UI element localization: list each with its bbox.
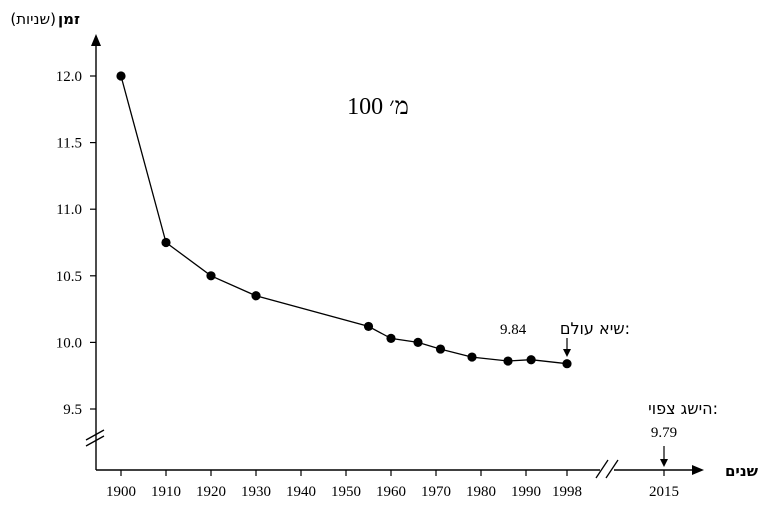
y-tick-label: 11.5 — [56, 136, 82, 152]
x-tick-label: 1990 — [511, 484, 541, 500]
y-axis-title: זמן — [58, 10, 80, 28]
x-tick-label: 2015 — [649, 484, 679, 500]
x-axis-break-mark — [595, 459, 609, 479]
record-value: 9.84 — [500, 322, 527, 338]
data-point — [363, 321, 374, 332]
forecast-annotation: הישג צפוי: 9.79 — [648, 399, 718, 467]
axes — [85, 34, 704, 479]
chart-title: 100 מ׳ — [347, 94, 409, 120]
y-tick-label: 12.0 — [56, 69, 82, 85]
y-axis-break-mark — [85, 429, 105, 441]
x-tick-label: 1960 — [376, 484, 406, 500]
x-tick-label: 1950 — [331, 484, 361, 500]
data-point — [413, 337, 423, 347]
x-tick-label: 1970 — [421, 484, 451, 500]
y-axis-arrow — [91, 34, 101, 46]
y-tick-label: 10.0 — [56, 335, 82, 351]
data-point — [526, 355, 536, 365]
y-tick-label: 10.5 — [56, 269, 82, 285]
x-axis-title: שנים — [725, 462, 759, 480]
data-points — [116, 71, 572, 369]
data-point — [251, 291, 261, 301]
x-tick-label: 1910 — [151, 484, 181, 500]
x-ticks: 1900 1910 1920 1930 1940 1950 1960 1970 1980 1990… — [106, 470, 679, 500]
series-line — [120, 75, 568, 365]
data-point — [435, 344, 446, 354]
x-tick-label: 1940 — [286, 484, 316, 500]
data-point — [386, 333, 396, 344]
forecast-label: הישג צפוי: — [648, 399, 718, 418]
data-point — [206, 271, 216, 281]
x-tick-label: 1920 — [196, 484, 226, 500]
x-tick-label: 1998 — [552, 484, 582, 500]
world-record-annotation: שיא עולם: 9.84 — [500, 319, 630, 357]
data-point — [161, 237, 171, 248]
y-axis-unit: (שניות) — [10, 10, 56, 28]
y-ticks: 9.5 10.0 10.5 11.0 11.5 12.0 — [56, 69, 96, 418]
data-point — [503, 356, 513, 366]
data-point — [467, 352, 477, 362]
forecast-value: 9.79 — [651, 425, 677, 441]
forecast-arrow-head — [660, 459, 668, 467]
record-arrow-head — [563, 349, 571, 357]
y-tick-label: 11.0 — [56, 202, 82, 218]
x-tick-label: 1980 — [466, 484, 496, 500]
y-tick-label: 9.5 — [63, 402, 82, 418]
data-point — [116, 71, 126, 81]
y-axis-break-mark — [85, 435, 105, 447]
x-tick-label: 1930 — [241, 484, 271, 500]
x-axis-break-mark — [605, 459, 619, 479]
record-label: שיא עולם: — [560, 319, 630, 338]
x-tick-label: 1900 — [106, 484, 136, 500]
data-point — [562, 359, 572, 369]
x-axis-arrow — [692, 465, 704, 475]
